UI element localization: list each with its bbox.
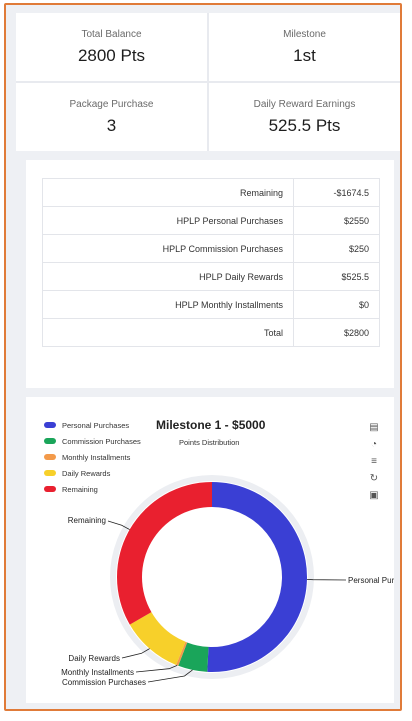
slice-label: Daily Rewards [68, 654, 120, 663]
legend-swatch-monthly [44, 454, 56, 460]
row-value: $250 [293, 234, 380, 263]
donut-slice-monthly-installments[interactable] [176, 641, 188, 666]
table-row: HPLP Commission Purchases $250 [42, 234, 380, 263]
stat-card-total-balance: Total Balance 2800 Pts [16, 13, 207, 81]
legend-item-daily[interactable]: Daily Rewards [44, 465, 141, 481]
donut-slice-personal-purchases[interactable] [207, 482, 308, 672]
stat-card-package-purchase: Package Purchase 3 [16, 83, 207, 151]
stat-card-milestone: Milestone 1st [209, 13, 400, 81]
row-value: $2800 [293, 318, 380, 347]
chart-legend: Personal Purchases Commission Purchases … [44, 417, 141, 497]
legend-label: Monthly Installments [62, 452, 131, 462]
stat-value: 1st [293, 45, 316, 65]
legend-label: Commission Purchases [62, 436, 141, 446]
donut-halo [110, 475, 314, 679]
table-row: Total $2800 [42, 318, 380, 347]
slice-label: Commission Purchases [62, 678, 146, 687]
pie-chart-icon[interactable]: ◔ [370, 439, 378, 450]
stat-value: 2800 Pts [77, 45, 146, 65]
chart-subtitle: Points Distribution [179, 438, 240, 447]
legend-label: Remaining [62, 484, 98, 494]
table-row: Remaining -$1674.5 [42, 178, 380, 207]
stats-grid: Total Balance 2800 Pts Milestone 1st Pac… [16, 13, 400, 151]
stat-value: 3 [106, 115, 117, 135]
filter-icon[interactable]: ≡ [371, 456, 377, 467]
legend-swatch-personal [44, 422, 56, 428]
row-label: HPLP Commission Purchases [42, 234, 294, 263]
row-label: HPLP Daily Rewards [42, 262, 294, 291]
label-connector [306, 578, 347, 581]
refresh-icon[interactable]: ↻ [369, 473, 379, 484]
row-value: -$1674.5 [293, 178, 380, 207]
row-value: $525.5 [293, 262, 380, 291]
stat-label: Milestone [283, 28, 326, 40]
save-icon[interactable]: ▣ [369, 490, 379, 501]
row-label: Remaining [42, 178, 294, 207]
summary-panel: Remaining -$1674.5 HPLP Personal Purchas… [26, 160, 394, 388]
slice-label: Personal Pur [348, 576, 394, 585]
chart-toolbar: ▤ ◔ ≡ ↻ ▣ [366, 421, 382, 506]
row-value: $0 [293, 290, 380, 319]
legend-label: Daily Rewards [62, 468, 111, 478]
donut-chart: Personal Pur Commission PurchasesMonthly … [61, 475, 394, 687]
label-connector [107, 520, 130, 530]
legend-item-remaining[interactable]: Remaining [44, 481, 141, 497]
legend-swatch-daily [44, 470, 56, 476]
stat-value: 525.5 Pts [268, 115, 341, 135]
label-connector [121, 648, 150, 659]
row-label: Total [42, 318, 294, 347]
slice-label: Remaining [68, 516, 106, 525]
slice-label: Monthly Installments [61, 668, 134, 677]
row-value: $2550 [293, 206, 380, 235]
legend-item-monthly[interactable]: Monthly Installments [44, 449, 141, 465]
row-label: HPLP Personal Purchases [42, 206, 294, 235]
stat-label: Package Purchase [69, 98, 154, 110]
legend-label: Personal Purchases [62, 420, 130, 430]
stat-label: Daily Reward Earnings [253, 98, 356, 110]
label-connector [147, 669, 193, 683]
legend-swatch-commission [44, 438, 56, 444]
summary-table: Remaining -$1674.5 HPLP Personal Purchas… [42, 178, 380, 347]
legend-item-commission[interactable]: Commission Purchases [44, 433, 141, 449]
donut-slice-remaining[interactable] [116, 482, 212, 625]
legend-swatch-remaining [44, 486, 56, 492]
table-row: HPLP Personal Purchases $2550 [42, 206, 380, 235]
legend-item-personal[interactable]: Personal Purchases [44, 417, 141, 433]
row-label: HPLP Monthly Installments [42, 290, 294, 319]
table-row: HPLP Daily Rewards $525.5 [42, 262, 380, 291]
stat-card-daily-reward: Daily Reward Earnings 525.5 Pts [209, 83, 400, 151]
chart-title: Milestone 1 - $5000 [156, 418, 266, 432]
donut-slice-commission-purchases[interactable] [178, 642, 209, 672]
page-frame: Total Balance 2800 Pts Milestone 1st Pac… [4, 3, 402, 711]
chart-panel: Personal Purchases Commission Purchases … [26, 397, 394, 703]
donut-slice-daily-rewards[interactable] [129, 612, 186, 665]
table-row: HPLP Monthly Installments $0 [42, 290, 380, 319]
document-icon[interactable]: ▤ [369, 422, 379, 433]
stat-label: Total Balance [81, 28, 142, 40]
label-connector [135, 665, 178, 673]
